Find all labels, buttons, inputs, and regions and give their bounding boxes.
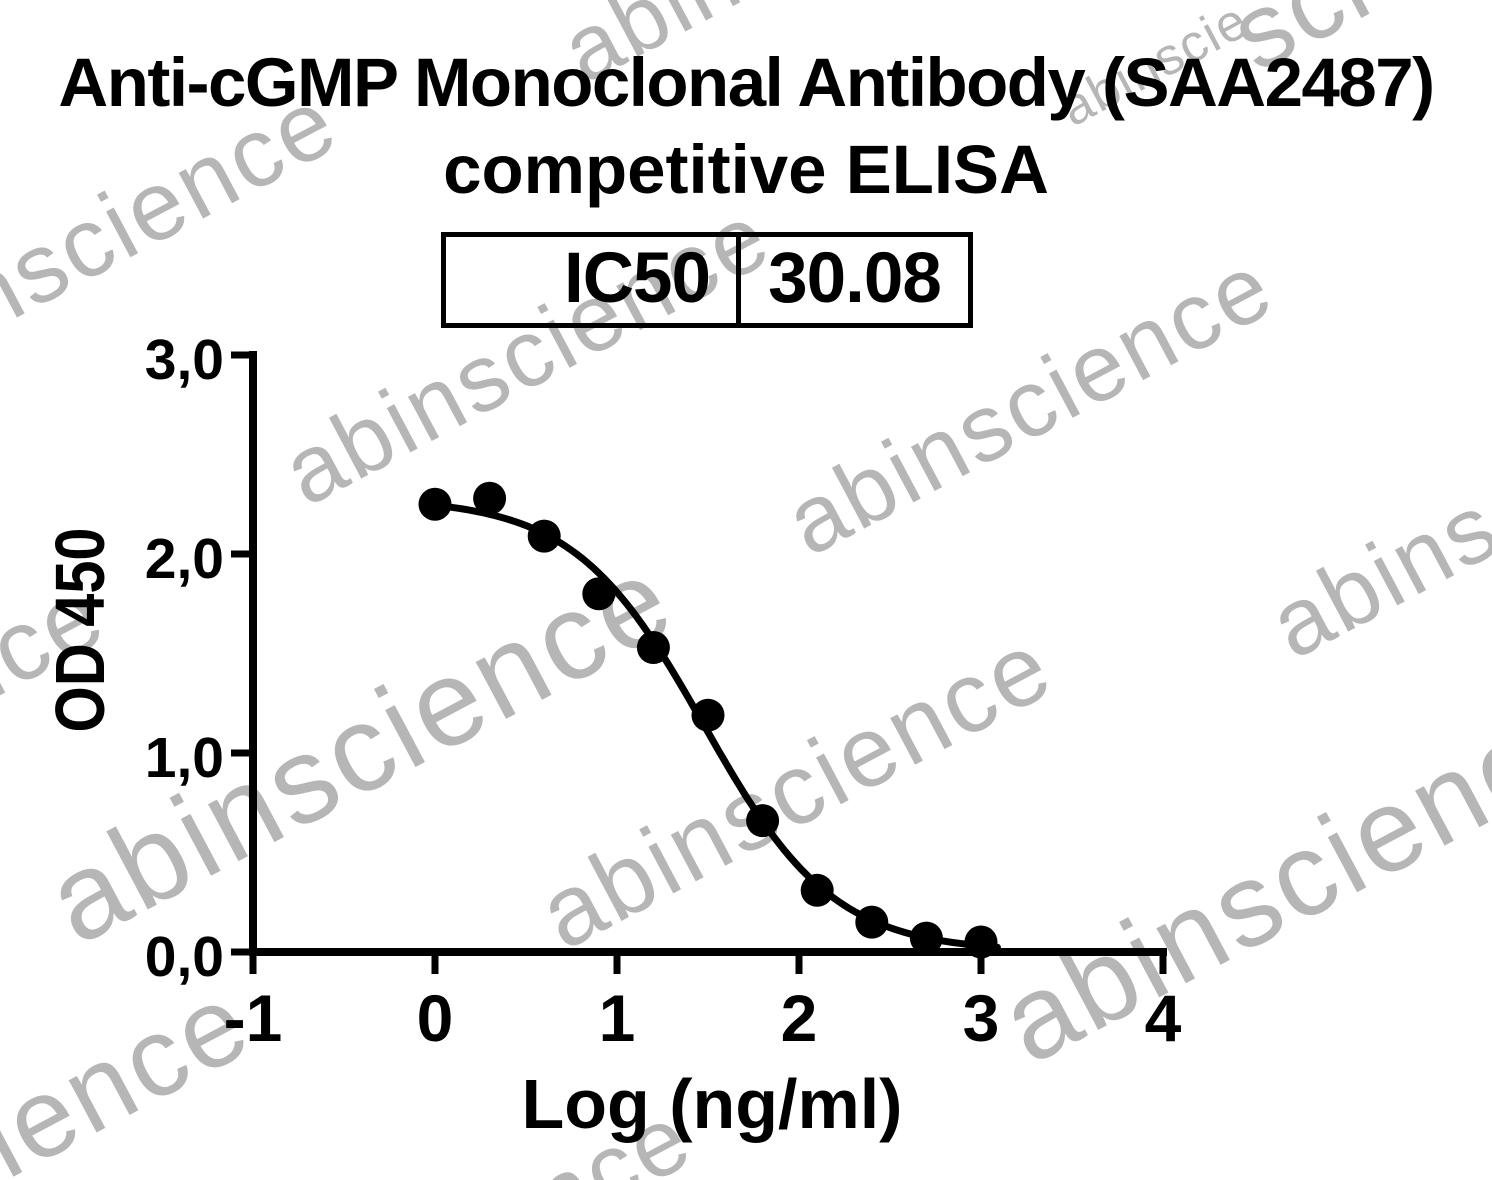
data-point <box>691 698 725 732</box>
x-tick-label: 3 <box>962 981 1000 1055</box>
y-tick-label: 1,0 <box>144 726 224 790</box>
x-tick-label: -1 <box>223 981 283 1055</box>
data-point <box>636 631 670 665</box>
x-tick-label: 2 <box>780 981 818 1055</box>
axis-spine <box>249 351 1167 956</box>
y-tick-label: 0,0 <box>144 925 224 989</box>
chart-title: Anti-cGMP Monoclonal Antibody (SAA2487) … <box>0 43 1492 210</box>
x-tick-label: 0 <box>416 981 454 1055</box>
chart-title-line1: Anti-cGMP Monoclonal Antibody (SAA2487) <box>58 44 1435 121</box>
data-point <box>418 487 452 521</box>
x-axis-title: Log (ng/ml) <box>521 1065 903 1143</box>
y-tick-label: 2,0 <box>144 527 224 591</box>
chart-title-line2: competitive ELISA <box>443 131 1049 208</box>
x-tick-label: 4 <box>1144 981 1182 1055</box>
ic50-table: IC50 30.08 <box>441 232 973 328</box>
y-tick-label: 3,0 <box>144 328 224 392</box>
ic50-value-cell: 30.08 <box>768 238 942 318</box>
x-tick-label: 1 <box>598 981 636 1055</box>
data-point <box>527 519 561 553</box>
data-point <box>746 804 780 838</box>
y-axis-title: OD 450 <box>41 527 119 733</box>
data-point <box>909 921 943 955</box>
data-point <box>855 905 889 939</box>
data-point <box>800 873 834 907</box>
data-point <box>964 925 998 959</box>
ic50-label-cell: IC50 <box>446 237 741 323</box>
data-point <box>473 481 507 515</box>
fit-curve <box>431 501 1001 951</box>
data-point <box>582 577 616 611</box>
